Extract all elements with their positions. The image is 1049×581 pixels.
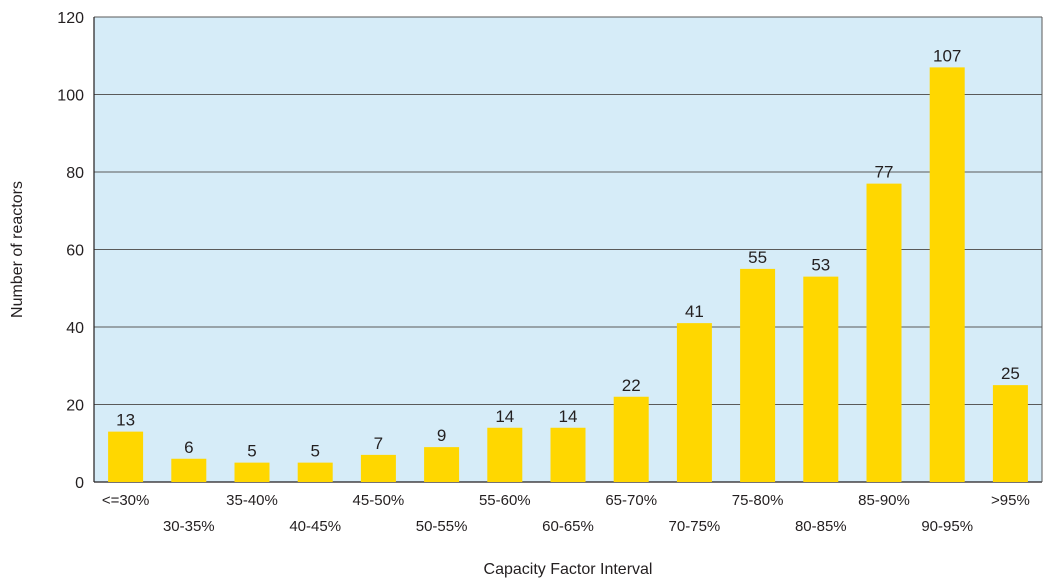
x-tick-label: 80-85%	[795, 518, 847, 535]
data-label: 41	[685, 302, 704, 321]
x-tick-label: 75-80%	[732, 492, 784, 509]
x-tick-label: 85-90%	[858, 492, 910, 509]
bar	[234, 462, 270, 482]
y-tick-label: 80	[66, 165, 84, 182]
y-tick-label: 40	[66, 320, 84, 337]
x-tick-label: 35-40%	[226, 492, 278, 509]
data-label: 22	[622, 376, 641, 395]
x-tick-label: 90-95%	[921, 518, 973, 535]
data-label: 25	[1001, 364, 1020, 383]
y-tick-label: 20	[66, 398, 84, 415]
y-tick-label: 0	[75, 475, 84, 492]
y-tick-label: 100	[57, 88, 84, 105]
bar	[740, 268, 776, 482]
data-label: 5	[247, 442, 256, 461]
bar	[360, 454, 396, 482]
y-axis-title: Number of reactors	[9, 181, 26, 318]
bars	[108, 67, 1028, 482]
data-label: 107	[933, 46, 961, 65]
data-label: 6	[184, 438, 193, 457]
data-label: 77	[875, 163, 894, 182]
x-axis-title: Capacity Factor Interval	[484, 561, 653, 578]
x-tick-label: 40-45%	[289, 518, 341, 535]
data-label: 14	[559, 407, 578, 426]
x-tick-label: 65-70%	[605, 492, 657, 509]
bar	[550, 427, 586, 482]
x-tick-label: 60-65%	[542, 518, 594, 535]
bar	[803, 276, 839, 482]
bar	[929, 67, 965, 482]
bar	[108, 431, 144, 482]
data-label: 53	[811, 256, 830, 275]
data-label: 5	[310, 442, 319, 461]
bar	[676, 323, 712, 482]
y-axis-ticks: 0 20 40 60 80 100 120	[57, 10, 84, 492]
data-label: 7	[374, 434, 383, 453]
bar	[992, 385, 1028, 482]
x-axis-ticks: <=30% 30-35% 35-40% 40-45% 45-50% 50-55% 55-60…	[102, 492, 1030, 535]
bar	[297, 462, 333, 482]
bar	[171, 458, 207, 482]
data-label: 9	[437, 426, 446, 445]
x-tick-label: 55-60%	[479, 492, 531, 509]
bar	[424, 447, 460, 482]
x-tick-label: >95%	[991, 492, 1030, 509]
y-tick-label: 60	[66, 243, 84, 260]
x-tick-label: 30-35%	[163, 518, 215, 535]
x-tick-label: 45-50%	[353, 492, 405, 509]
x-tick-label: 70-75%	[669, 518, 721, 535]
bar	[866, 183, 902, 482]
x-tick-label: <=30%	[102, 492, 150, 509]
data-label: 13	[116, 411, 135, 430]
x-tick-label: 50-55%	[416, 518, 468, 535]
data-label: 55	[748, 248, 767, 267]
bar	[487, 427, 523, 482]
data-label: 14	[495, 407, 514, 426]
y-tick-label: 120	[57, 10, 84, 27]
bar	[613, 396, 649, 482]
